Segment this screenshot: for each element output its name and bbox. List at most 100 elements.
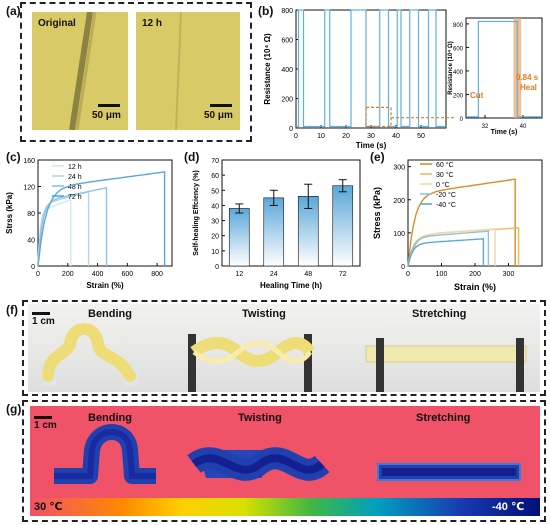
y-tick-label: 400: [281, 67, 293, 74]
x-tick-label: 30: [367, 133, 375, 140]
y-tick-label: 0: [215, 264, 219, 271]
y-tick-label: 200: [281, 97, 293, 104]
label-stretching: Stretching: [412, 308, 467, 320]
scale-bar: [32, 312, 50, 315]
legend-label: 30 °C: [436, 171, 454, 179]
x-axis-label: Time (s): [491, 129, 518, 136]
y-tick-label: 0: [289, 126, 293, 133]
temperature-colorbar: [30, 498, 540, 516]
stress-strain-temperature-chart: 0 100 200 300 0 100 200 300 Strain (%) Stress (kP…: [372, 159, 543, 292]
bar: [228, 208, 250, 267]
bar: [332, 185, 354, 267]
y-tick-label: 0: [401, 264, 405, 271]
zoom-box: [365, 106, 392, 128]
x-tick-label: 200: [469, 271, 481, 278]
y-axis-label: Self-healing Effciency (%): [193, 170, 200, 256]
x-tick-label: 400: [92, 271, 104, 278]
panel-d-letter: (d): [184, 150, 200, 164]
y-axis-label: Resistance (10⁴ Ω): [448, 41, 454, 94]
legend-label: -40 °C: [436, 201, 456, 209]
panel-f-frame: [22, 300, 546, 396]
scale-label: 1 cm: [32, 316, 55, 327]
bar: [263, 197, 285, 267]
y-tick-label: 20: [211, 234, 219, 241]
micrograph-original-tag: Original: [38, 18, 76, 29]
x-axis-label: Strain (%): [86, 281, 124, 290]
scale-bar: [210, 104, 232, 107]
y-tick-label: 200: [453, 93, 464, 99]
x-tick-label: 40: [520, 124, 527, 130]
y-tick-label: 200: [393, 198, 405, 205]
series-line: [407, 178, 516, 267]
x-tick-label: 24: [270, 271, 278, 278]
x-axis-label: Strain (%): [454, 282, 496, 292]
y-tick-label: 10: [211, 249, 219, 256]
label-twisting: Twisting: [242, 308, 286, 320]
panel-e-letter: (e): [370, 150, 385, 164]
x-tick-label: 200: [62, 271, 74, 278]
plot-frame: [465, 17, 543, 119]
label-twisting: Twisting: [238, 412, 282, 424]
y-tick-label: 120: [23, 185, 35, 192]
panel-c-letter: (c): [6, 150, 21, 164]
healing-efficiency-chart: 0 10 20 30 40 50 60 70 12 24 48 72 Healing Time (h) S…: [193, 158, 361, 290]
temp-high-label: 30 ℃: [34, 501, 63, 513]
series-line: [407, 238, 485, 267]
y-tick-label: 800: [453, 23, 464, 29]
x-tick-label: 32: [482, 124, 489, 130]
x-tick-label: 0: [294, 133, 298, 140]
x-axis-label: Time (s): [356, 141, 387, 150]
x-tick-label: 800: [151, 271, 163, 278]
y-tick-label: 80: [27, 211, 35, 218]
panel-a-frame: [20, 2, 252, 142]
y-axis-label: Strss (kPa): [5, 192, 14, 234]
x-tick-label: 0: [36, 271, 40, 278]
panel-g-frame: [22, 400, 546, 522]
y-tick-label: 60: [211, 173, 219, 180]
panel-a-letter: (a): [6, 4, 21, 18]
x-tick-label: 12: [235, 271, 243, 278]
series-line: [407, 230, 490, 267]
inset-resistance-line: [466, 20, 542, 118]
micrograph-healed: 12 h 50 μm: [136, 12, 240, 130]
legend-label: 60 °C: [436, 161, 454, 169]
scale-label: 50 μm: [204, 110, 233, 121]
label-bending: Bending: [88, 412, 132, 424]
legend-label: 0 °C: [436, 181, 450, 189]
x-tick-label: 100: [436, 271, 448, 278]
y-tick-label: 600: [281, 38, 293, 45]
y-tick-label: 100: [393, 231, 405, 238]
label-bending: Bending: [88, 308, 132, 320]
legend-label: -20 °C: [436, 191, 456, 199]
legend-label: 72 h: [68, 194, 82, 201]
plot-frame: [221, 159, 361, 267]
series-line: [37, 190, 90, 267]
y-axis-label: Resistance (10⁴ Ω): [263, 33, 272, 105]
label-stretching: Stretching: [416, 412, 471, 424]
y-tick-label: 70: [211, 158, 219, 165]
panel-f-letter: (f): [6, 303, 18, 317]
x-tick-label: 72: [339, 271, 347, 278]
y-tick-label: 50: [211, 188, 219, 195]
x-tick-label: 300: [503, 271, 515, 278]
legend-label: 12 h: [68, 164, 82, 171]
series-line: [37, 171, 166, 267]
x-tick-label: 50: [417, 133, 425, 140]
legend-label: 24 h: [68, 174, 82, 181]
y-tick-label: 300: [393, 165, 405, 172]
x-axis-label: Healing Time (h): [260, 281, 322, 290]
heal-label: Heal: [520, 83, 537, 92]
scale-bar: [34, 416, 52, 419]
x-tick-label: 10: [317, 133, 325, 140]
temp-low-label: -40 ℃: [492, 501, 525, 513]
photo-strip: 1 cm Bending Twisting Stretching: [28, 304, 540, 392]
panel-b-letter: (b): [258, 4, 274, 18]
x-tick-label: 0: [406, 271, 410, 278]
legend-label: 48 h: [68, 184, 82, 191]
scale-bar: [98, 104, 120, 107]
x-tick-label: 600: [121, 271, 133, 278]
y-tick-label: 600: [453, 46, 464, 52]
y-tick-label: 40: [27, 238, 35, 245]
y-tick-label: 0: [31, 264, 35, 271]
plot-frame: [295, 9, 447, 129]
